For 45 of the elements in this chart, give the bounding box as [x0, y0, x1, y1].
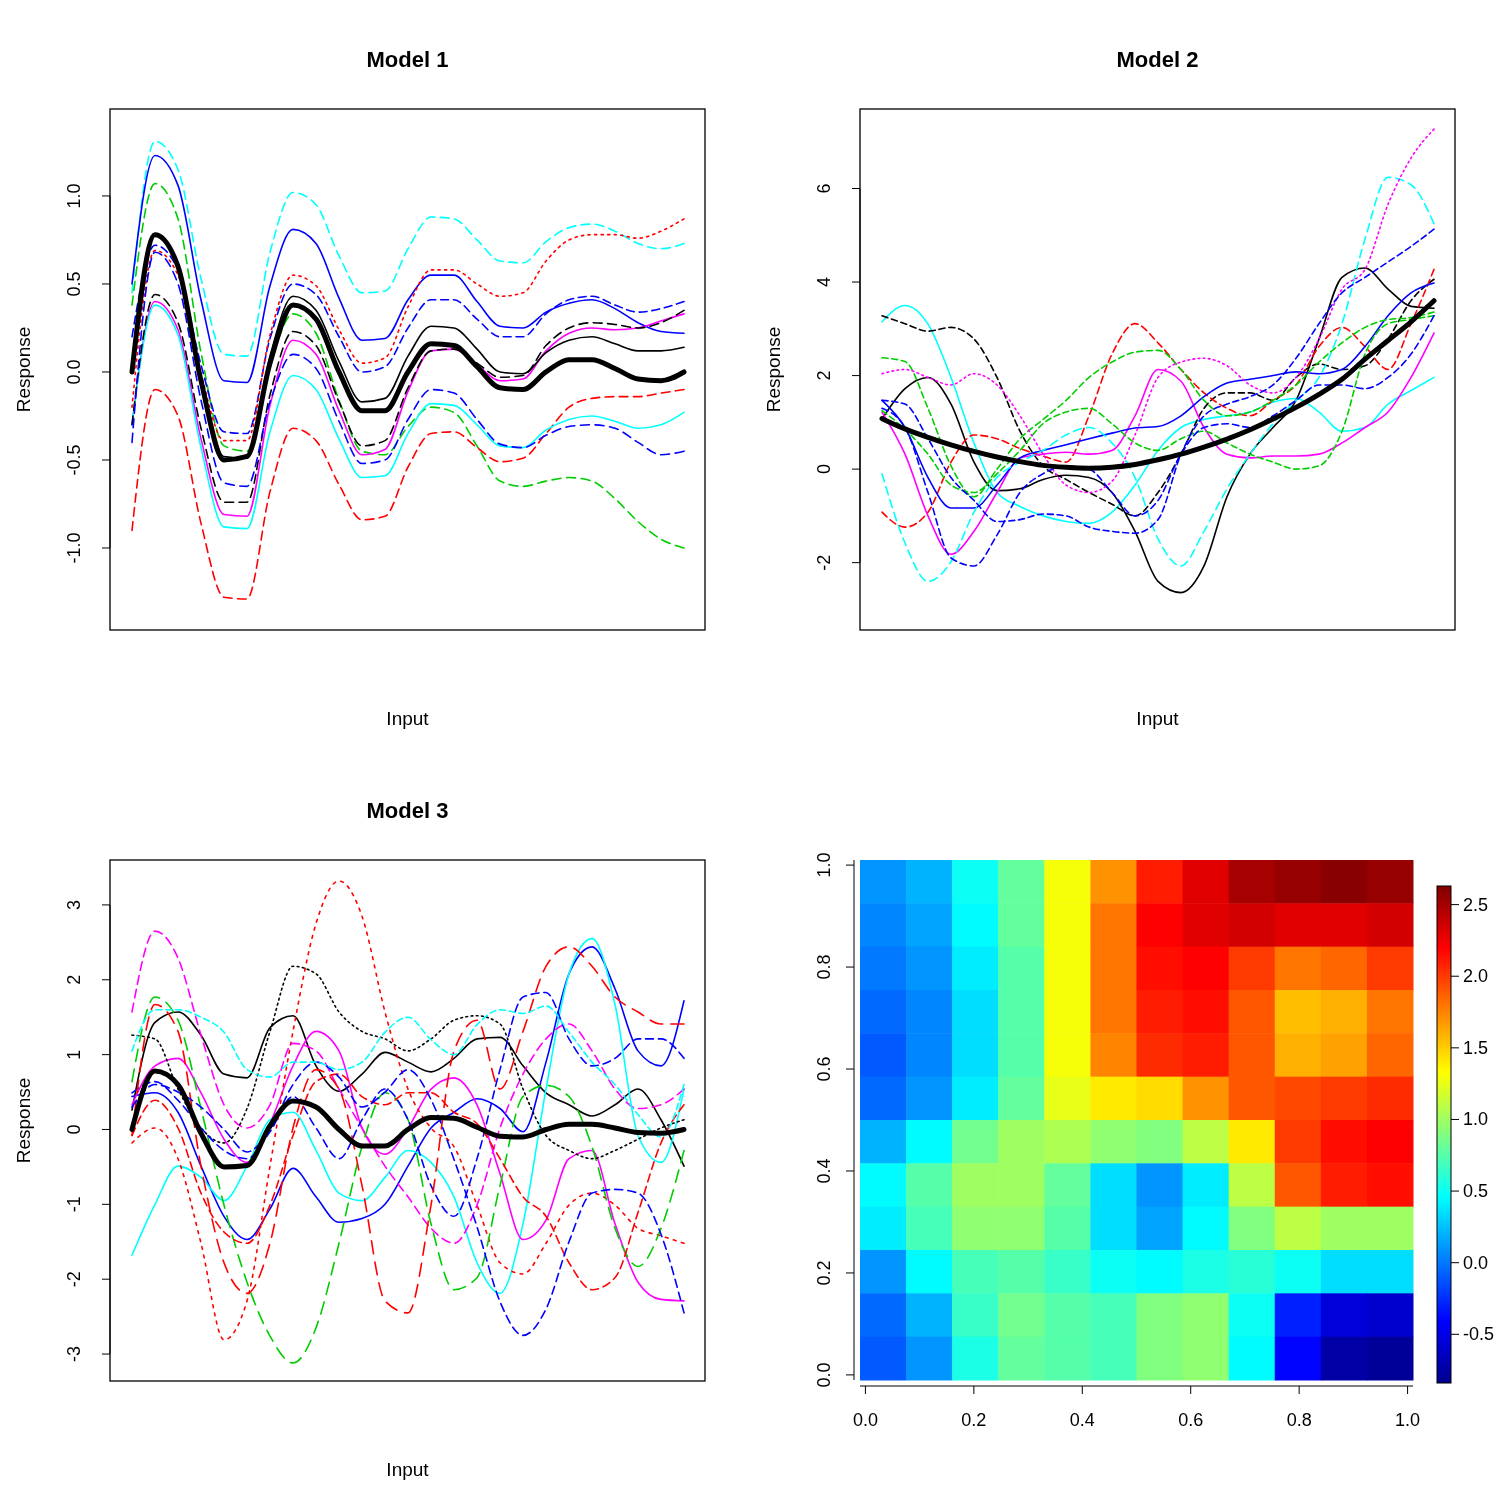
color-bar-label: 0.5 [1463, 1181, 1489, 1202]
y-tick-label: 2 [814, 370, 834, 381]
y-tick-label: 0.8 [814, 954, 834, 980]
y-tick-label: 0.5 [64, 271, 84, 297]
y-tick-label: 3 [64, 899, 84, 910]
y-axis-title: Response [763, 326, 784, 413]
x-tick-label: 0.0 [852, 1410, 878, 1430]
x-axis-title: Input [386, 1459, 430, 1480]
y-tick-label: -1 [64, 1196, 84, 1213]
chart-title: Model 1 [366, 47, 449, 72]
color-bar-label: 2.0 [1463, 966, 1489, 987]
color-bar-label: 0.0 [1463, 1252, 1489, 1273]
y-tick-label: 0.6 [814, 1056, 834, 1082]
y-tick-label: 1.0 [814, 852, 834, 878]
color-bar-label: 1.5 [1463, 1037, 1489, 1058]
y-tick-label: -2 [64, 1271, 84, 1288]
x-tick-label: 0.6 [1178, 1410, 1204, 1430]
y-tick-label: 0 [64, 1124, 84, 1135]
y-tick-label: -2 [814, 554, 834, 571]
y-tick-label: 0.2 [814, 1260, 834, 1286]
y-tick-label: 6 [814, 183, 834, 194]
y-tick-label: 0.4 [814, 1158, 834, 1184]
y-tick-label: 1 [64, 1049, 84, 1060]
y-tick-label: 1.0 [64, 183, 84, 209]
x-tick-label: 0.2 [961, 1410, 987, 1430]
y-tick-label: 0.0 [64, 359, 84, 385]
y-tick-label: 2 [64, 974, 84, 985]
y-tick-label: -3 [64, 1346, 84, 1363]
x-tick-label: 0.8 [1286, 1410, 1312, 1430]
color-bar-label: 2.5 [1463, 894, 1489, 915]
x-tick-label: 1.0 [1395, 1410, 1421, 1430]
y-tick-label: -1.0 [64, 532, 84, 564]
color-bar-label: 1.0 [1463, 1109, 1489, 1130]
y-axis-title: Response [13, 1077, 34, 1164]
x-axis-title: Input [386, 708, 430, 729]
y-tick-label: 0.0 [814, 1362, 834, 1388]
x-tick-label: 0.4 [1069, 1410, 1095, 1430]
y-tick-label: 4 [814, 277, 834, 288]
y-tick-label: 0 [814, 464, 834, 475]
x-axis-title: Input [1136, 708, 1180, 729]
chart-title: Model 3 [366, 798, 449, 823]
chart-title: Model 2 [1116, 47, 1199, 72]
y-tick-label: -0.5 [64, 444, 84, 476]
y-axis-title: Response [13, 326, 34, 413]
color-bar-label: -0.5 [1463, 1324, 1495, 1345]
